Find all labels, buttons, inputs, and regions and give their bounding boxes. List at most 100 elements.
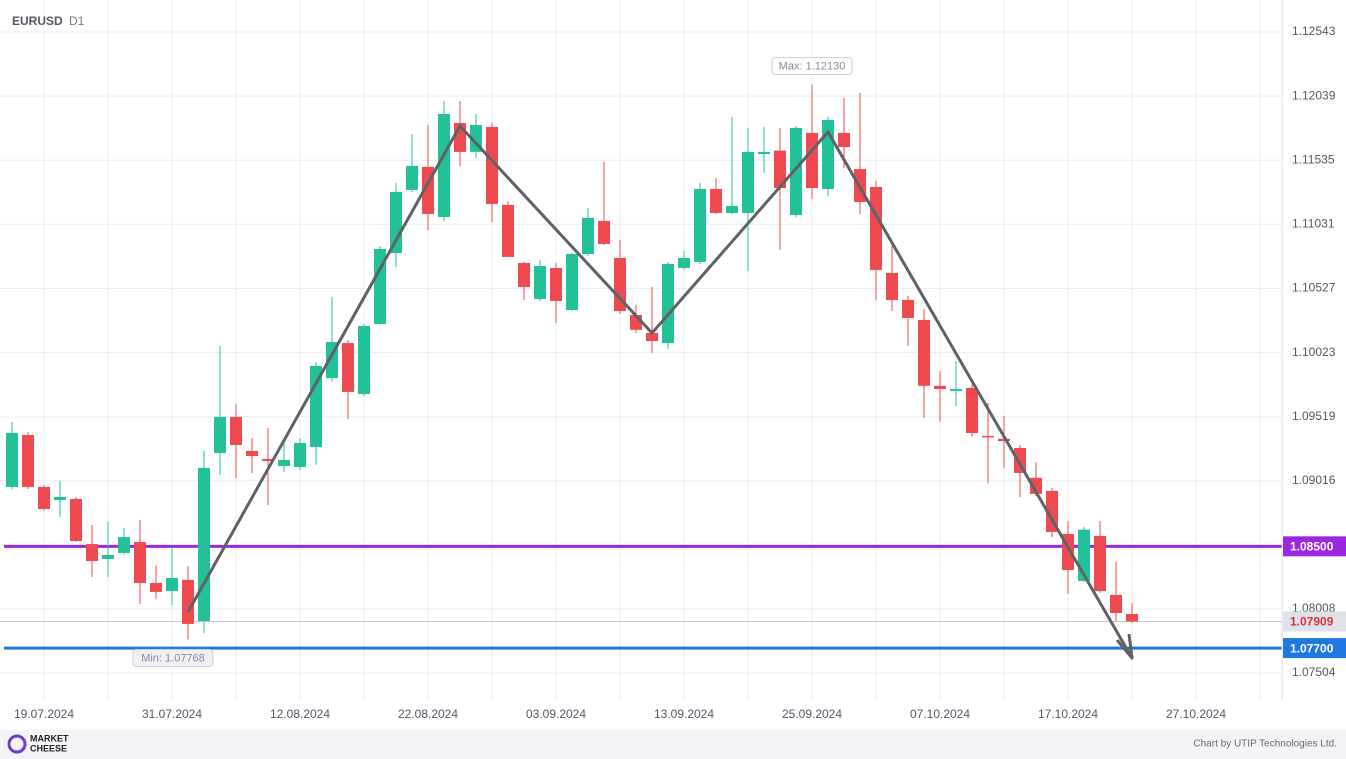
candle-body: [22, 435, 34, 487]
candle-body: [70, 499, 82, 541]
candle-body: [646, 332, 658, 342]
candle-body: [214, 416, 226, 453]
last-price-box: [1283, 611, 1346, 632]
candle-body: [1094, 535, 1106, 591]
labels: 1.075041.080081.090161.095191.100231.105…: [14, 24, 1346, 721]
min-label: Min: 1.07768: [141, 652, 205, 664]
candle-body: [710, 189, 722, 213]
candle-body: [694, 189, 706, 262]
candle-body: [550, 268, 562, 301]
x-tick-label: 27.10.2024: [1166, 707, 1226, 721]
timeframe: D1: [69, 14, 85, 28]
x-tick-label: 13.09.2024: [654, 707, 714, 721]
y-tick-label: 1.11535: [1292, 152, 1335, 166]
candle-body: [758, 151, 770, 155]
x-tick-label: 03.09.2024: [526, 707, 586, 721]
symbol: EURUSD: [12, 14, 63, 28]
candle-body: [982, 435, 994, 438]
candle-body: [662, 263, 674, 344]
candle-body: [358, 326, 370, 394]
x-tick-label: 17.10.2024: [1038, 707, 1098, 721]
brand-text: CHEESE: [30, 743, 67, 753]
candle-body: [102, 554, 114, 559]
grid: [0, 0, 1282, 700]
x-tick-label: 22.08.2024: [398, 707, 458, 721]
candle-body: [998, 438, 1010, 442]
candle-body: [390, 191, 402, 254]
candle-body: [950, 388, 962, 391]
candle-body: [150, 582, 162, 592]
y-tick-label: 1.12543: [1292, 24, 1336, 38]
level-label: 1.07700: [1290, 641, 1334, 655]
candle-body: [1030, 477, 1042, 494]
candle-body: [406, 165, 418, 190]
max-label: Max: 1.12130: [779, 60, 846, 72]
candle-body: [806, 132, 818, 189]
x-tick-label: 07.10.2024: [910, 707, 970, 721]
last-price-label: 1.07909: [1290, 615, 1334, 629]
candle-body: [678, 257, 690, 269]
candle-body: [966, 387, 978, 434]
y-tick-label: 1.10023: [1292, 345, 1336, 359]
min-label-box: [132, 648, 214, 667]
zigzag-line: [186, 124, 1134, 659]
candle-body: [118, 537, 130, 553]
y-tick-label: 1.10527: [1292, 281, 1336, 295]
candle-body: [246, 450, 258, 457]
candle-body: [38, 486, 50, 509]
candle-body: [230, 416, 242, 445]
footer: [0, 730, 1346, 759]
level-label-box: [1283, 536, 1346, 557]
candle-body: [182, 579, 194, 624]
candle-body: [54, 496, 66, 501]
candle-body: [902, 299, 914, 319]
x-tick-label: 25.09.2024: [782, 707, 842, 721]
candle-body: [374, 248, 386, 324]
candle-body: [934, 385, 946, 389]
candle-body: [886, 272, 898, 300]
arrow-head: [1115, 633, 1134, 660]
candle-body: [742, 151, 754, 213]
brand-text: MARKET: [30, 733, 69, 743]
level-label-box: [1283, 638, 1346, 659]
x-tick-label: 31.07.2024: [142, 707, 202, 721]
candle-body: [566, 254, 578, 310]
candle-body: [518, 262, 530, 287]
level-label: 1.08500: [1290, 540, 1334, 554]
candle-body: [486, 126, 498, 204]
candle-body: [278, 459, 290, 466]
candle-body: [614, 257, 626, 312]
candle-body: [6, 433, 18, 487]
candle-body: [726, 205, 738, 213]
candle-body: [166, 577, 178, 591]
candle-body: [534, 265, 546, 299]
candle-body: [1110, 594, 1122, 613]
candles: [6, 84, 1138, 640]
candle-body: [438, 113, 450, 218]
candle-body: [838, 132, 850, 148]
pattern-drawing: [186, 124, 1134, 660]
y-tick-label: 1.07504: [1292, 665, 1336, 679]
x-tick-label: 19.07.2024: [14, 707, 74, 721]
candle-body: [502, 204, 514, 257]
y-tick-label: 1.12039: [1292, 88, 1336, 102]
brand-logo: [7, 734, 27, 754]
candle-body: [582, 217, 594, 255]
candle-body: [1126, 614, 1138, 622]
candle-body: [870, 186, 882, 270]
candle-body: [774, 150, 786, 189]
candle-body: [134, 542, 146, 583]
x-tick-label: 12.08.2024: [270, 707, 330, 721]
y-tick-label: 1.11031: [1292, 217, 1335, 231]
candle-body: [790, 127, 802, 215]
candle-body: [598, 220, 610, 244]
candle-body: [822, 119, 834, 190]
credit: Chart by UTIP Technologies Ltd.: [1193, 739, 1337, 750]
max-label-box: [771, 57, 853, 76]
y-tick-label: 1.09519: [1292, 409, 1336, 423]
candle-body: [198, 467, 210, 622]
candle-body: [1046, 490, 1058, 532]
y-tick-label: 1.09016: [1292, 473, 1336, 487]
